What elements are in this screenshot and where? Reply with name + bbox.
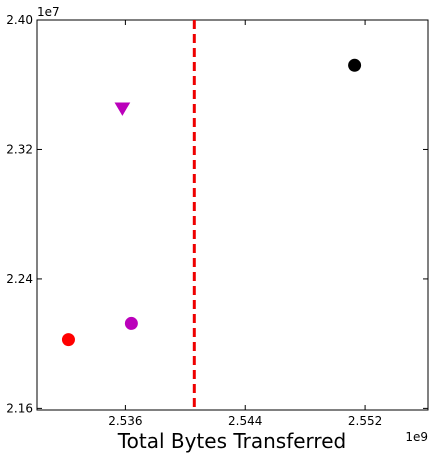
data-point-triangle (114, 102, 131, 116)
y-tick-label: 2.32 (6, 142, 33, 156)
plot-area (36, 19, 429, 411)
data-point-circle (124, 316, 138, 330)
points-layer (61, 58, 362, 347)
y-tick-label: 2.16 (6, 401, 33, 415)
x-axis-ticks: 2.536 2.544 2.552 (108, 20, 382, 428)
x-tick-label: 2.544 (228, 414, 262, 428)
data-point-circle (61, 333, 75, 347)
y-tick-label: 2.40 (6, 13, 33, 27)
y-axis-ticks: 2.16 2.24 2.32 2.40 (6, 13, 428, 415)
x-axis-title: Total Bytes Transferred (117, 429, 346, 453)
data-point-circle (348, 58, 362, 72)
x-tick-label: 2.552 (348, 414, 382, 428)
y-scale-label: 1e7 (37, 5, 60, 19)
x-tick-label: 2.536 (108, 414, 142, 428)
y-tick-label: 2.24 (6, 272, 33, 286)
x-scale-label: 1e9 (405, 430, 428, 444)
